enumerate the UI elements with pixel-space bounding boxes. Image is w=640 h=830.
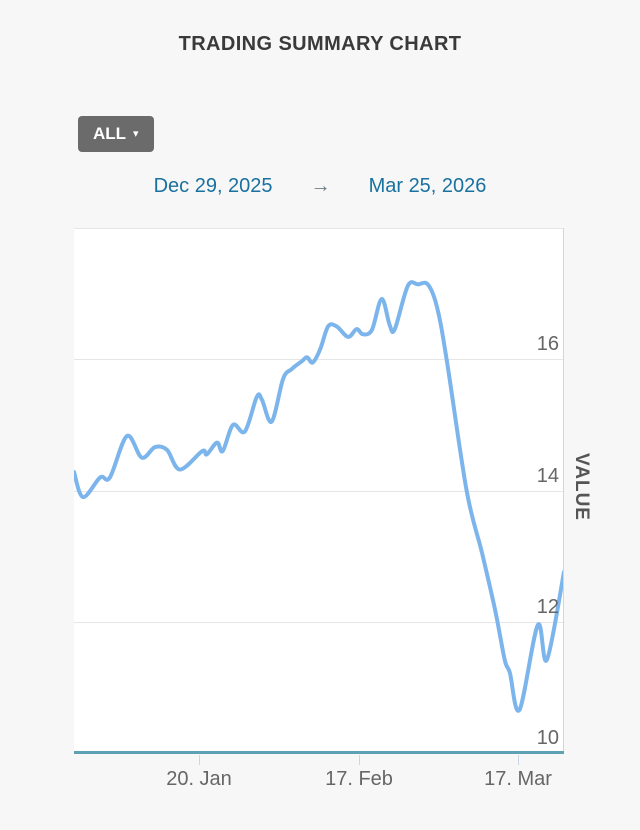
range-select-label: ALL — [93, 124, 127, 143]
gridline-y-18 — [74, 228, 564, 229]
x-tick-mark — [359, 755, 360, 765]
series-clip-area — [74, 228, 564, 753]
x-axis-label: 17. Feb — [325, 768, 393, 790]
y-axis-line — [563, 228, 564, 754]
date-range-row: Dec 29, 2025 → Mar 25, 2026 — [0, 175, 640, 198]
x-axis-label: 20. Jan — [166, 768, 232, 790]
y-axis-label: 14 — [536, 465, 559, 487]
chevron-down-icon: ▾ — [133, 127, 139, 140]
date-to-link[interactable]: Mar 25, 2026 — [368, 175, 487, 197]
gridline-y-14 — [74, 491, 564, 492]
date-from-link[interactable]: Dec 29, 2025 — [153, 175, 273, 197]
x-tick-mark — [518, 755, 519, 765]
y-axis-title: VALUE — [571, 453, 592, 521]
x-tick-mark — [199, 755, 200, 765]
series-line — [74, 280, 564, 713]
range-select-button[interactable]: ALL ▾ — [78, 116, 154, 152]
y-axis-label: 10 — [536, 727, 559, 749]
y-axis-label: 16 — [536, 333, 559, 355]
gridline-y-12 — [74, 622, 564, 623]
y-axis-label: 12 — [536, 596, 559, 618]
series-line-svg — [74, 280, 564, 713]
x-axis-label: 17. Mar — [484, 768, 552, 790]
arrow-right-icon: → — [310, 175, 331, 197]
page-title: TRADING SUMMARY CHART — [178, 33, 462, 55]
gridline-y-16 — [74, 359, 564, 360]
x-axis-line — [74, 751, 564, 754]
chart-plot-area: 20. Jan 17. Feb 17. Mar 10 12 14 16 VALUE — [74, 228, 592, 790]
